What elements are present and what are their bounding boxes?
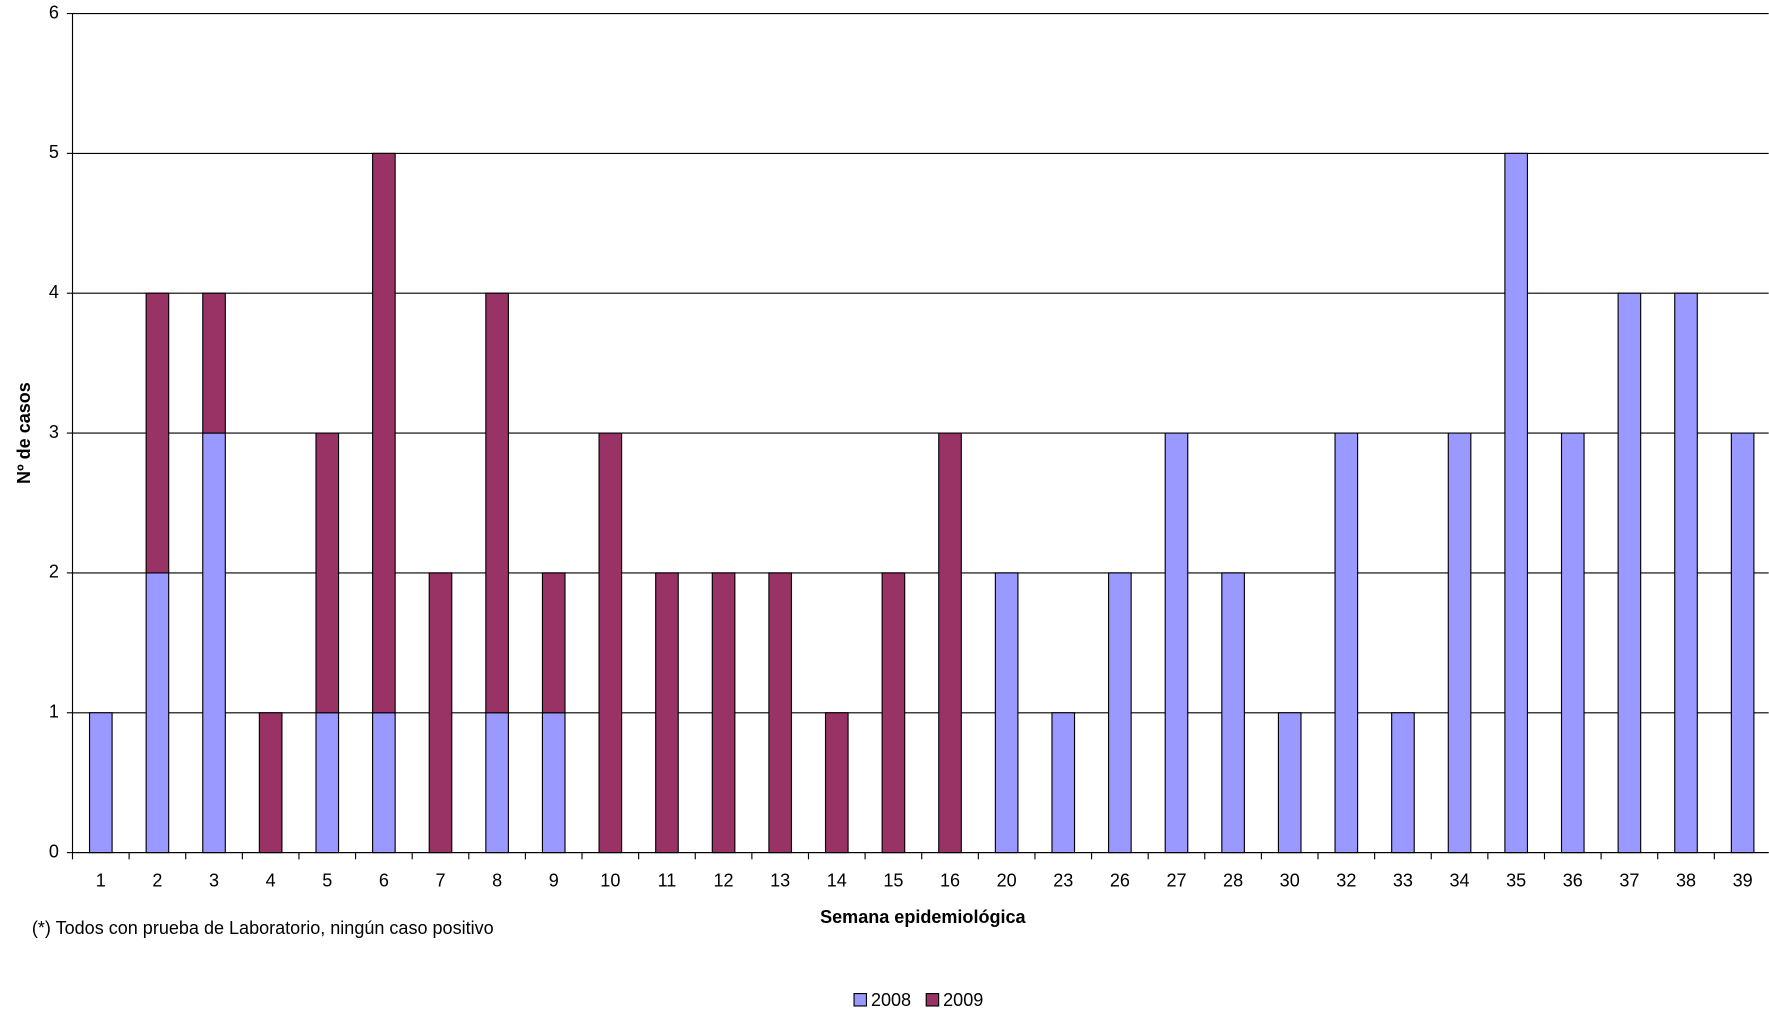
bar-segment xyxy=(1447,432,1472,854)
y-tick-label: 5 xyxy=(49,142,59,162)
x-tick-label: 3 xyxy=(209,871,219,891)
x-tick-label: 39 xyxy=(1733,871,1753,891)
y-axis-label: Nº de casos xyxy=(14,382,34,484)
note: (*) Todos con prueba de Laboratorio, nin… xyxy=(32,918,494,938)
x-tick-label: 6 xyxy=(379,871,389,891)
bar-segment xyxy=(485,712,509,854)
x-axis-label: Semana epidemiológica xyxy=(820,907,1026,927)
bar-segment xyxy=(202,432,226,854)
bar-segment xyxy=(1108,572,1132,854)
bar-segment xyxy=(938,432,962,854)
bar-segment xyxy=(1504,152,1529,854)
x-tick-label: 36 xyxy=(1563,871,1583,891)
x-tick-label: 15 xyxy=(883,871,903,891)
bar-segment xyxy=(1221,572,1245,854)
x-tick-label: 26 xyxy=(1110,871,1130,891)
bar-segment xyxy=(711,572,736,854)
x-tick-label: 32 xyxy=(1336,871,1356,891)
bar-segment xyxy=(598,432,623,854)
x-tick-label: 30 xyxy=(1280,871,1300,891)
x-tick-label: 5 xyxy=(322,871,332,891)
bar-segment xyxy=(1164,432,1189,854)
y-tick-label: 3 xyxy=(49,422,59,442)
bar-segment xyxy=(1730,432,1755,854)
x-tick-label: 1 xyxy=(96,871,106,891)
x-tick-label: 16 xyxy=(940,871,960,891)
x-tick-label: 7 xyxy=(435,871,445,891)
bar-segment xyxy=(145,572,170,854)
x-tick-label: 10 xyxy=(600,871,620,891)
x-tick-label: 11 xyxy=(658,871,677,891)
bar-segment xyxy=(1391,712,1415,854)
bar-segment xyxy=(994,572,1019,854)
x-tick-label: 34 xyxy=(1450,871,1470,891)
x-tick-label: 33 xyxy=(1393,871,1413,891)
bar-segment xyxy=(1560,432,1585,854)
bar-segment xyxy=(315,712,340,854)
y-tick-label: 2 xyxy=(49,562,59,582)
x-tick-label: 12 xyxy=(714,871,734,891)
bar-segment xyxy=(88,712,113,854)
bar-segment xyxy=(428,572,453,854)
bar-segment xyxy=(258,712,283,854)
x-tick-label: 8 xyxy=(492,871,502,891)
bar-segment xyxy=(372,152,396,714)
x-tick-label: 38 xyxy=(1676,871,1696,891)
bar-segment xyxy=(655,572,679,854)
bar-segment xyxy=(541,712,566,854)
x-tick-label: 2 xyxy=(152,871,162,891)
bar-segment xyxy=(541,572,566,714)
y-tick-label: 4 xyxy=(49,282,59,302)
x-tick-label: 28 xyxy=(1223,871,1243,891)
x-tick-label: 20 xyxy=(997,871,1017,891)
x-tick-label: 23 xyxy=(1053,871,1073,891)
bar-segment xyxy=(372,712,396,854)
x-tick-label: 35 xyxy=(1506,871,1526,891)
bar-segment xyxy=(881,572,906,854)
y-tick-label: 0 xyxy=(49,841,59,861)
bar-segment xyxy=(1674,292,1698,854)
bar-segment xyxy=(145,292,170,574)
bar-segment xyxy=(202,292,226,434)
legend-label: 2008 xyxy=(871,990,911,1010)
x-tick-label: 9 xyxy=(549,871,559,891)
x-tick-label: 27 xyxy=(1166,871,1186,891)
bar-segment xyxy=(1051,712,1076,854)
x-tick-label: 13 xyxy=(770,871,790,891)
bar-segment xyxy=(1334,432,1359,854)
x-tick-label: 4 xyxy=(266,871,276,891)
bar-segment xyxy=(824,712,849,854)
bar-segment xyxy=(768,572,793,854)
x-tick-label: 37 xyxy=(1619,871,1639,891)
legend-swatch xyxy=(925,993,940,1007)
legend-label: 2009 xyxy=(943,990,983,1010)
bar-segment xyxy=(485,292,509,714)
bar-segment xyxy=(1277,712,1302,854)
bar-segment xyxy=(1617,292,1642,854)
y-tick-label: 6 xyxy=(49,2,59,22)
legend-swatch xyxy=(853,993,868,1007)
bar-segment xyxy=(315,432,340,714)
y-tick-label: 1 xyxy=(49,702,59,722)
x-tick-label: 14 xyxy=(827,871,847,891)
